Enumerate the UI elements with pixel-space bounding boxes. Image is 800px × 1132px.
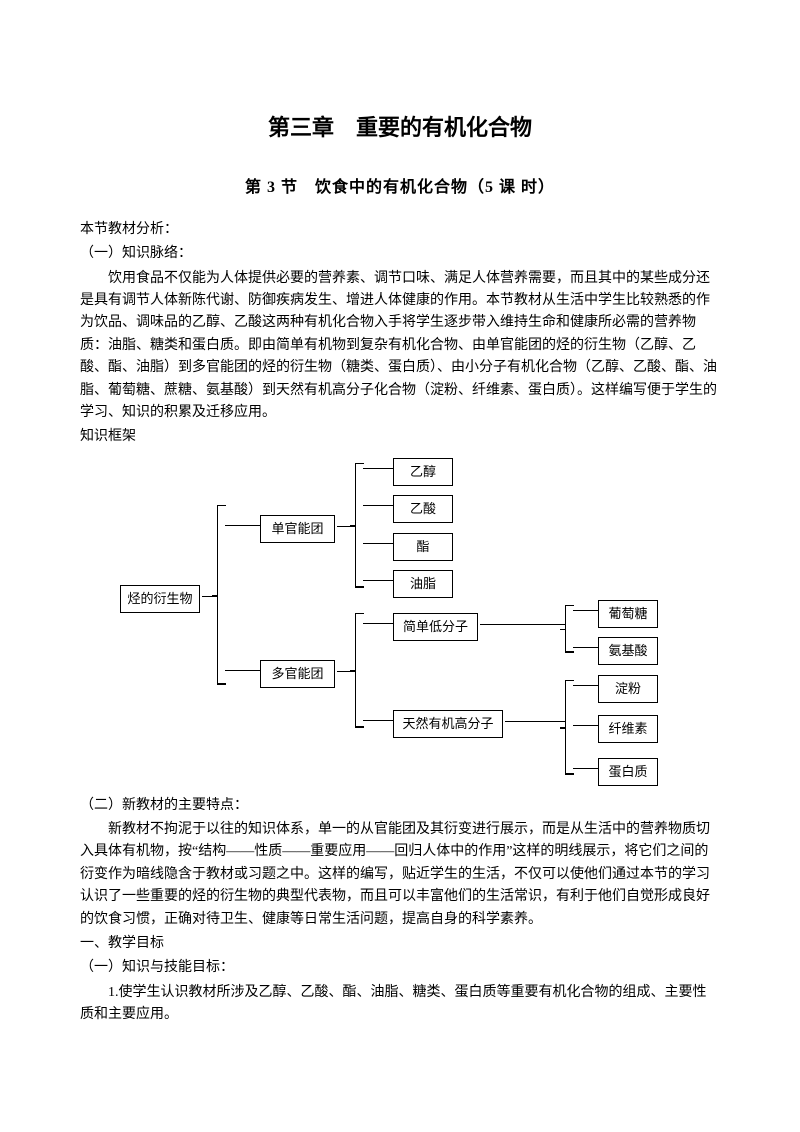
brace-branch2 <box>355 613 356 728</box>
node-leaf-a1: 乙醇 <box>393 458 453 487</box>
chapter-title: 第三章 重要的有机化合物 <box>80 110 720 145</box>
knowledge-framework-diagram: 烃的衍生物 单官能团 乙醇 乙酸 酯 油脂 多官能团 简单低分子 葡萄糖 氨基酸… <box>80 455 720 785</box>
node-leaf-a3: 酯 <box>393 533 453 562</box>
node-leaf-a4: 油脂 <box>393 570 453 599</box>
sub1-heading: （一）知识脉络： <box>80 243 720 265</box>
node-mid-b2: 天然有机高分子 <box>393 710 503 739</box>
node-mid-b1: 简单低分子 <box>393 613 478 642</box>
goals-heading: 一、教学目标 <box>80 933 720 955</box>
node-leaf-d1: 淀粉 <box>598 675 658 704</box>
node-branch2: 多官能团 <box>260 660 335 689</box>
node-leaf-d3: 蛋白质 <box>598 758 658 787</box>
brace-root <box>217 505 218 685</box>
brace-branch1 <box>355 463 356 588</box>
node-leaf-c1: 葡萄糖 <box>598 600 658 629</box>
para2: 新教材不拘泥于以往的知识体系，单一的从官能团及其衍变进行展示，而是从生活中的营养… <box>80 819 720 931</box>
node-leaf-c2: 氨基酸 <box>598 637 658 666</box>
brace-mid-b1 <box>565 605 566 653</box>
sub2-heading: （二）新教材的主要特点： <box>80 795 720 817</box>
analysis-heading: 本节教材分析： <box>80 219 720 241</box>
node-branch1: 单官能团 <box>260 515 335 544</box>
node-leaf-d2: 纤维素 <box>598 715 658 744</box>
section-title: 第 3 节 饮食中的有机化合物（5 课 时） <box>80 175 720 201</box>
node-root: 烃的衍生物 <box>120 585 200 614</box>
brace-mid-b2 <box>565 680 566 775</box>
para1: 饮用食品不仅能为人体提供必要的营养素、调节口味、满足人体营养需要，而且其中的某些… <box>80 268 720 425</box>
goals-item1: 1.使学生认识教材所涉及乙醇、乙酸、酯、油脂、糖类、蛋白质等重要有机化合物的组成… <box>80 982 720 1027</box>
framework-label: 知识框架 <box>80 426 720 448</box>
goals-sub1: （一）知识与技能目标： <box>80 957 720 979</box>
node-leaf-a2: 乙酸 <box>393 495 453 524</box>
